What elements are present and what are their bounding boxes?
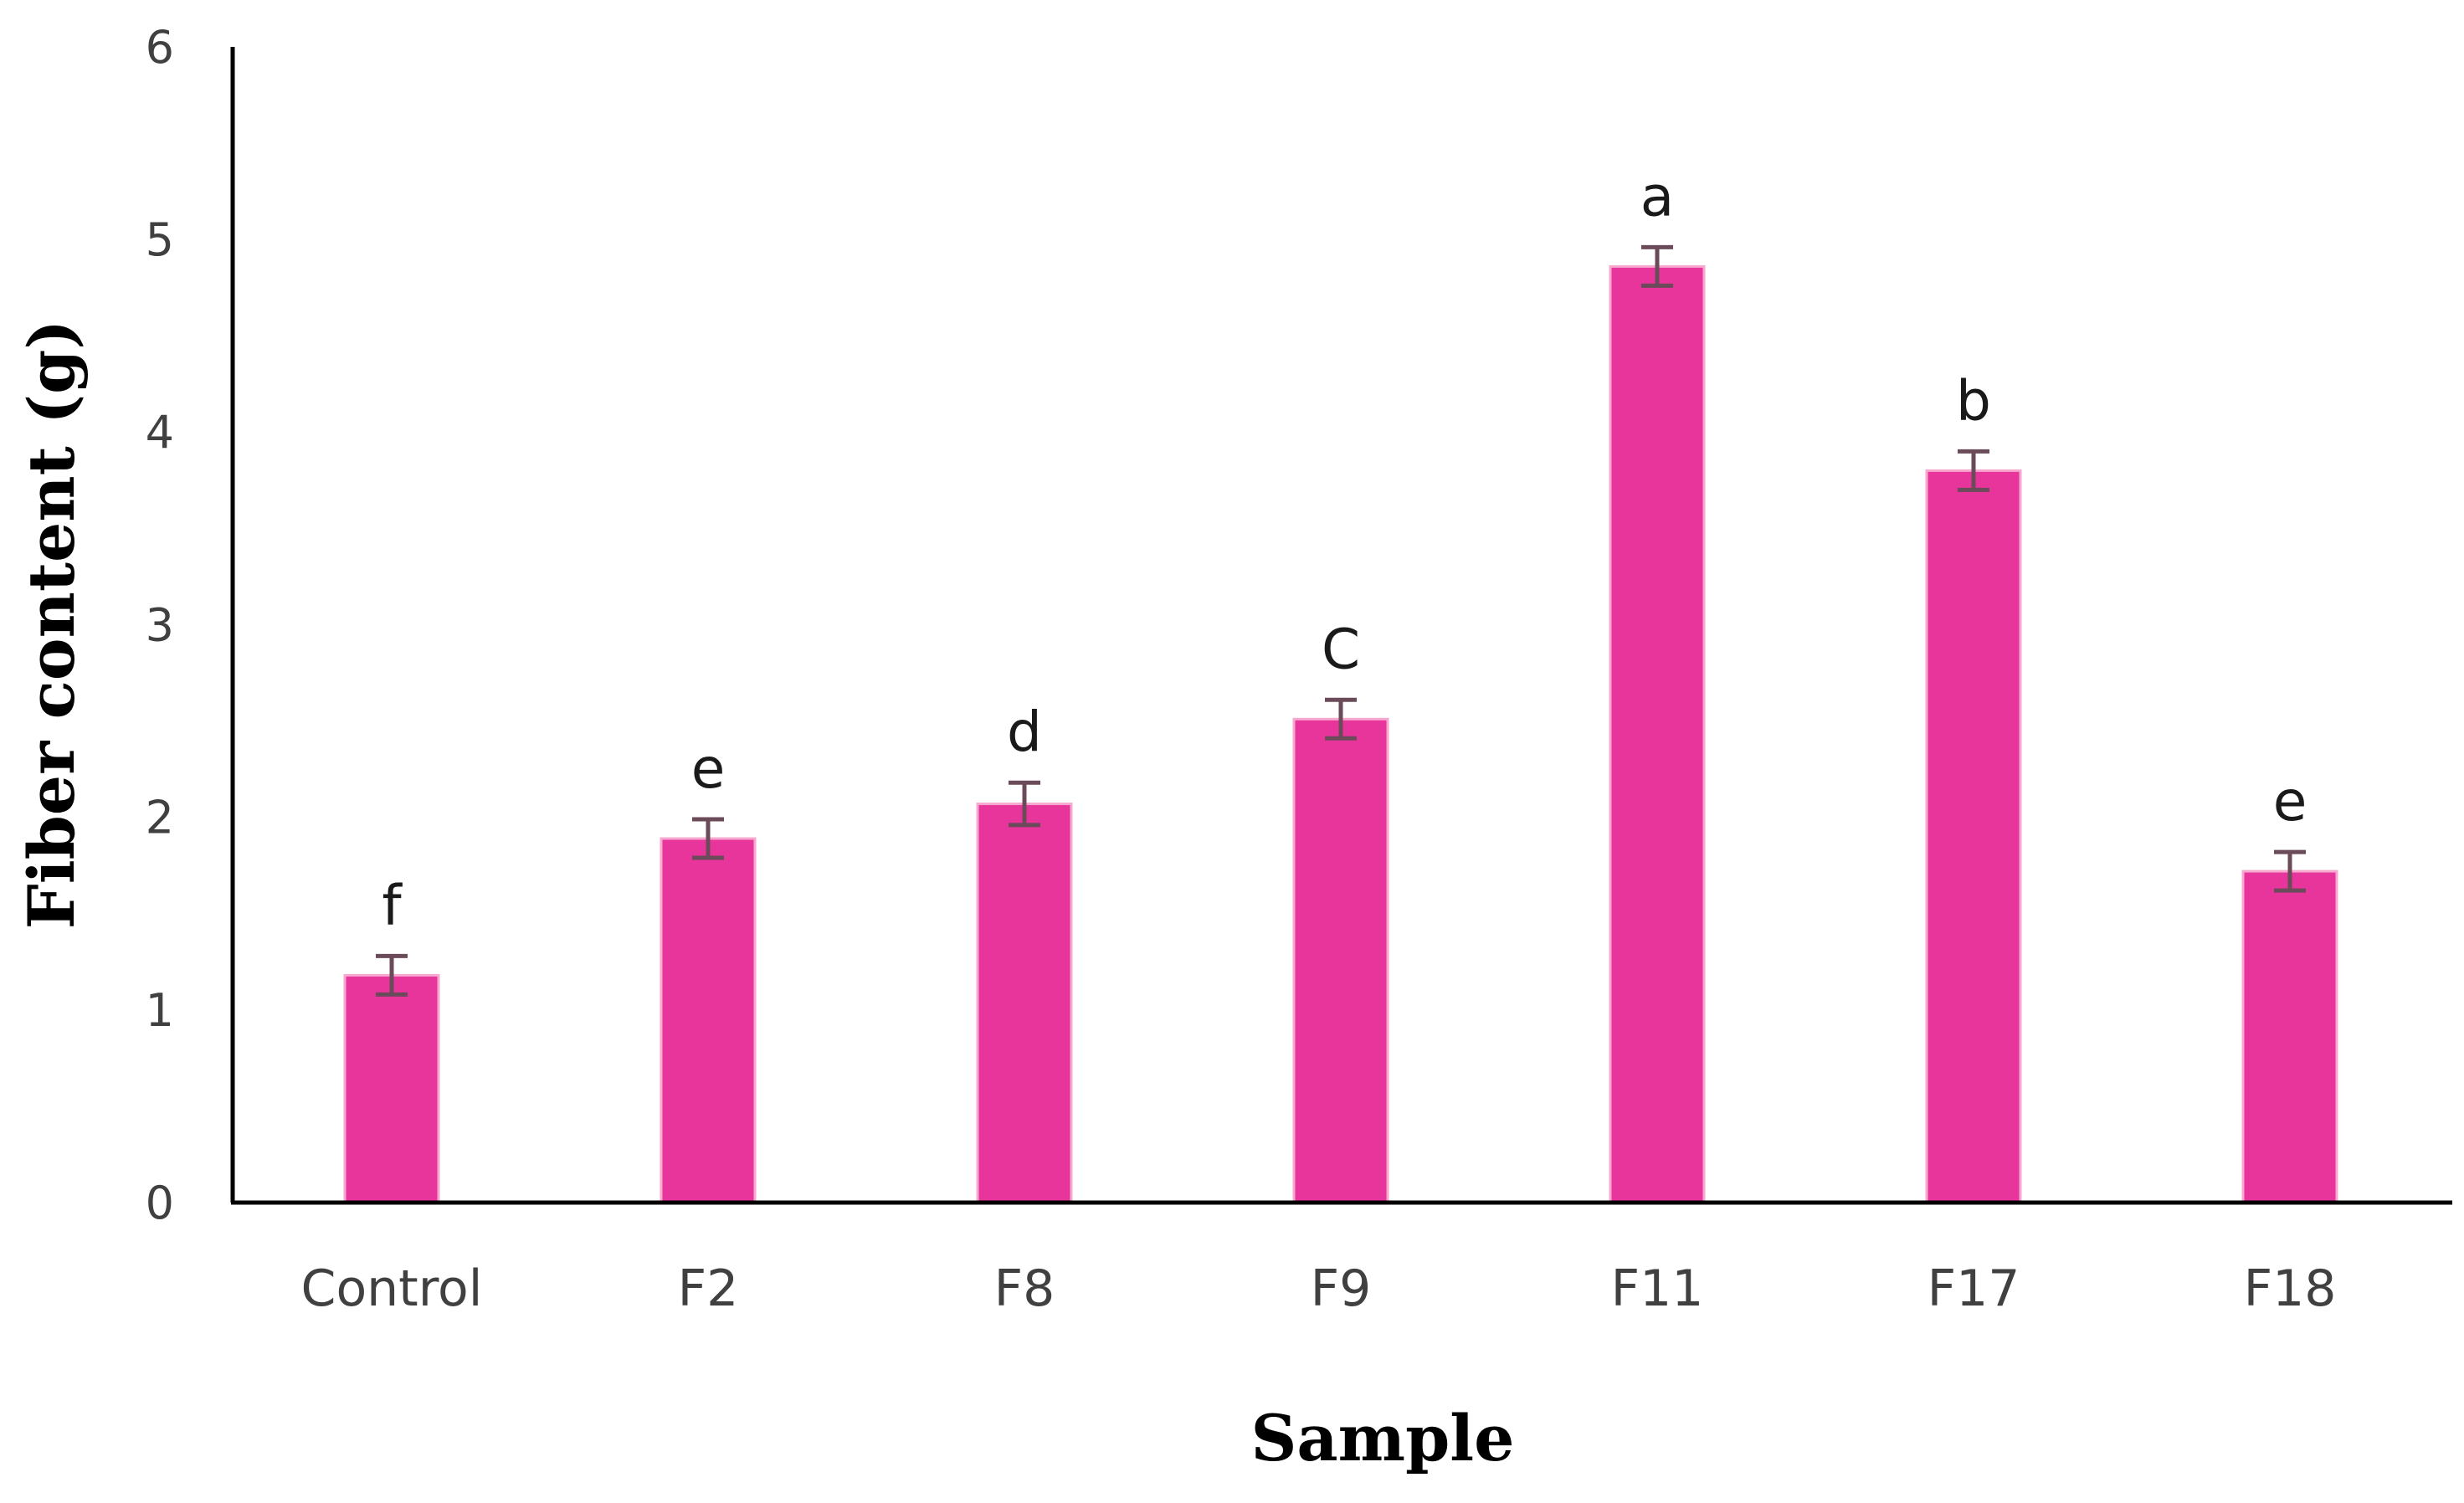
significance-letter: f	[382, 873, 403, 937]
x-tick-label: F8	[994, 1259, 1055, 1318]
bar-f11	[1609, 264, 1706, 1204]
y-tick-label: 3	[146, 599, 174, 652]
y-axis-title: Fiber content (g)	[14, 320, 89, 929]
x-tick-label: F9	[1311, 1259, 1372, 1318]
x-tick-label: F2	[678, 1259, 739, 1318]
x-tick-label: F18	[2244, 1259, 2337, 1318]
error-bar-f2	[692, 817, 724, 860]
significance-letter: a	[1640, 164, 1674, 228]
bar-f17	[1925, 469, 2022, 1204]
error-bar-f11	[1641, 244, 1673, 288]
x-tick-label: F11	[1611, 1259, 1704, 1318]
bar-f2	[660, 837, 757, 1204]
x-tick-label: F17	[1928, 1259, 2020, 1318]
bar-control	[343, 973, 440, 1204]
y-tick-label: 2	[146, 792, 174, 844]
significance-letter: d	[1007, 700, 1042, 764]
error-bar-control	[376, 953, 408, 997]
y-tick-label: 4	[146, 406, 174, 459]
error-bar-f8	[1009, 780, 1040, 828]
y-tick-label: 1	[146, 984, 174, 1037]
bar-f9	[1292, 717, 1389, 1204]
bar-f8	[976, 803, 1073, 1204]
y-tick-label: 0	[146, 1177, 174, 1229]
bar-f18	[2241, 869, 2338, 1204]
x-axis-category-labels: Control F2 F8 F9 F11 F17 F18	[301, 1259, 2337, 1318]
error-bar-f9	[1325, 697, 1357, 741]
error-bar-f17	[1958, 449, 1989, 492]
significance-letter: b	[1956, 368, 1991, 433]
significance-letter: C	[1322, 617, 1360, 681]
error-bars	[376, 244, 2306, 997]
bars	[343, 264, 2338, 1204]
x-tick-label: Control	[301, 1259, 483, 1318]
significance-letters: f e d Ca b e	[382, 164, 2307, 937]
x-axis-title: Sample	[1251, 1401, 1515, 1475]
y-axis-ticks: 0 1 2 3 4 5 6	[146, 21, 174, 1229]
y-tick-label: 5	[146, 213, 174, 266]
y-tick-label: 6	[146, 21, 174, 74]
significance-letter: e	[691, 736, 726, 801]
significance-letter: e	[2273, 769, 2307, 834]
error-bar-f18	[2274, 849, 2306, 893]
